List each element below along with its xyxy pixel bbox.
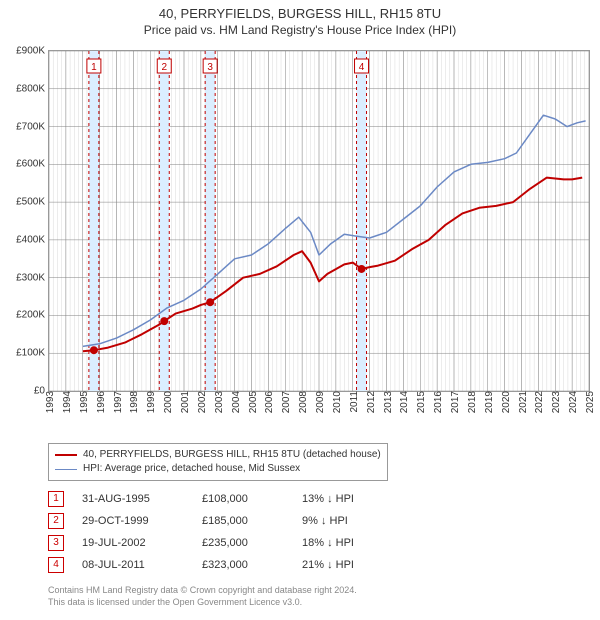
x-tick-label: 2017 (450, 391, 461, 413)
event-row-delta: 21% ↓ HPI (302, 559, 402, 571)
x-tick-label: 2022 (534, 391, 545, 413)
event-row-date: 08-JUL-2011 (82, 559, 202, 571)
x-tick-label: 1994 (62, 391, 73, 413)
event-row-marker: 1 (48, 491, 64, 507)
x-tick-label: 2025 (585, 391, 596, 413)
footer-line1: Contains HM Land Registry data © Crown c… (48, 584, 357, 596)
x-tick-label: 2014 (399, 391, 410, 413)
legend-label: HPI: Average price, detached house, Mid … (83, 462, 300, 476)
title-sub: Price paid vs. HM Land Registry's House … (0, 23, 600, 37)
svg-text:1: 1 (91, 62, 97, 73)
x-tick-label: 2004 (231, 391, 242, 413)
event-dot (160, 317, 168, 325)
x-tick-label: 2016 (433, 391, 444, 413)
legend-swatch (55, 469, 77, 470)
footer-line2: This data is licensed under the Open Gov… (48, 596, 357, 608)
page: 40, PERRYFIELDS, BURGESS HILL, RH15 8TU … (0, 0, 600, 620)
x-tick-label: 2019 (484, 391, 495, 413)
event-dot (358, 265, 366, 273)
event-marker-4: 4 (355, 59, 369, 73)
event-row-delta: 18% ↓ HPI (302, 537, 402, 549)
svg-text:4: 4 (359, 62, 365, 73)
event-row-date: 19-JUL-2002 (82, 537, 202, 549)
event-marker-2: 2 (157, 59, 171, 73)
x-tick-label: 2007 (281, 391, 292, 413)
event-row-marker: 3 (48, 535, 64, 551)
event-row: 3 19-JUL-2002£235,00018% ↓ HPI (48, 532, 402, 554)
y-tick-label: £800K (16, 83, 45, 94)
event-row-price: £323,000 (202, 559, 302, 571)
series-hpi (83, 115, 586, 346)
event-row: 2 29-OCT-1999£185,0009% ↓ HPI (48, 510, 402, 532)
chart-svg: 1 2 3 4 (49, 51, 589, 391)
x-tick-label: 1996 (96, 391, 107, 413)
y-tick-label: £200K (16, 310, 45, 321)
svg-text:2: 2 (161, 62, 167, 73)
event-marker-3: 3 (203, 59, 217, 73)
x-tick-label: 1998 (129, 391, 140, 413)
event-dot (90, 346, 98, 354)
series-property (83, 178, 582, 352)
x-tick-label: 2018 (467, 391, 478, 413)
x-tick-label: 2012 (366, 391, 377, 413)
legend-row: HPI: Average price, detached house, Mid … (55, 462, 381, 476)
y-tick-label: £600K (16, 159, 45, 170)
x-tick-label: 2008 (298, 391, 309, 413)
x-tick-label: 2021 (518, 391, 529, 413)
event-row-delta: 13% ↓ HPI (302, 493, 402, 505)
event-row-date: 29-OCT-1999 (82, 515, 202, 527)
event-row-date: 31-AUG-1995 (82, 493, 202, 505)
event-row-price: £108,000 (202, 493, 302, 505)
x-tick-label: 2005 (248, 391, 259, 413)
legend-swatch (55, 454, 77, 456)
x-tick-label: 2006 (264, 391, 275, 413)
event-row-marker: 4 (48, 557, 64, 573)
x-tick-label: 2013 (383, 391, 394, 413)
y-tick-label: £900K (16, 46, 45, 57)
x-tick-label: 2001 (180, 391, 191, 413)
event-row-price: £235,000 (202, 537, 302, 549)
x-tick-label: 2000 (163, 391, 174, 413)
x-tick-label: 2023 (551, 391, 562, 413)
event-marker-1: 1 (87, 59, 101, 73)
x-tick-label: 2020 (501, 391, 512, 413)
y-tick-label: £0 (34, 386, 45, 397)
event-row-delta: 9% ↓ HPI (302, 515, 402, 527)
legend: 40, PERRYFIELDS, BURGESS HILL, RH15 8TU … (48, 443, 388, 481)
x-tick-label: 2024 (568, 391, 579, 413)
event-row: 4 08-JUL-2011£323,00021% ↓ HPI (48, 554, 402, 576)
title-main: 40, PERRYFIELDS, BURGESS HILL, RH15 8TU (0, 6, 600, 21)
y-tick-label: £400K (16, 234, 45, 245)
x-tick-label: 1997 (113, 391, 124, 413)
event-row-price: £185,000 (202, 515, 302, 527)
x-tick-label: 2009 (315, 391, 326, 413)
x-tick-label: 2010 (332, 391, 343, 413)
svg-text:3: 3 (207, 62, 213, 73)
x-tick-label: 1995 (79, 391, 90, 413)
event-row-marker: 2 (48, 513, 64, 529)
y-tick-label: £300K (16, 272, 45, 283)
x-tick-label: 2002 (197, 391, 208, 413)
footer: Contains HM Land Registry data © Crown c… (48, 584, 357, 608)
legend-label: 40, PERRYFIELDS, BURGESS HILL, RH15 8TU … (83, 448, 381, 462)
x-tick-label: 2011 (349, 391, 360, 413)
x-tick-label: 1993 (45, 391, 56, 413)
x-tick-label: 2015 (416, 391, 427, 413)
x-tick-label: 2003 (214, 391, 225, 413)
title-block: 40, PERRYFIELDS, BURGESS HILL, RH15 8TU … (0, 0, 600, 37)
y-tick-label: £500K (16, 197, 45, 208)
y-tick-label: £100K (16, 348, 45, 359)
x-tick-label: 1999 (146, 391, 157, 413)
events-table: 1 31-AUG-1995£108,00013% ↓ HPI 2 29-OCT-199… (48, 488, 402, 576)
event-dot (206, 298, 214, 306)
price-chart: 1234199319941995199619971998199920002001… (48, 50, 590, 392)
y-tick-label: £700K (16, 121, 45, 132)
event-row: 1 31-AUG-1995£108,00013% ↓ HPI (48, 488, 402, 510)
legend-row: 40, PERRYFIELDS, BURGESS HILL, RH15 8TU … (55, 448, 381, 462)
